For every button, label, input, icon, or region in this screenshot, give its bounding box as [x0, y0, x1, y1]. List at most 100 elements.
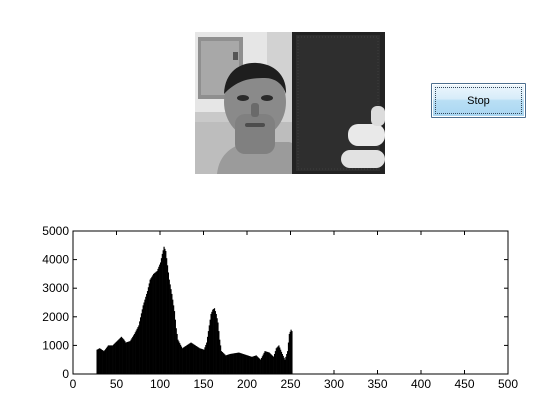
histogram-bar	[255, 355, 257, 374]
histogram-bar	[113, 344, 115, 374]
histogram-bar	[226, 355, 228, 374]
histogram-bar	[105, 348, 107, 374]
histogram-bar	[97, 349, 99, 374]
histogram-bar	[126, 342, 128, 374]
axes-frame	[72, 230, 509, 375]
histogram-bar	[165, 251, 167, 374]
histogram-bar	[236, 352, 238, 374]
histogram-bar	[190, 342, 192, 374]
histogram-bar	[174, 319, 176, 374]
histogram-bar	[169, 284, 171, 374]
histogram-bar	[197, 347, 199, 374]
histogram-bar	[199, 348, 201, 374]
histogram-bar	[156, 271, 158, 374]
histogram-bar	[139, 321, 141, 374]
histogram-bar	[277, 346, 279, 374]
x-tick-label: 350	[367, 377, 387, 391]
histogram-bar	[210, 313, 212, 374]
histogram-bar	[244, 354, 246, 374]
histogram-bar	[166, 258, 168, 374]
histogram-bar	[245, 354, 247, 374]
histogram-bar	[231, 353, 233, 374]
histogram-bar	[272, 355, 274, 374]
histogram-bar	[265, 351, 267, 374]
histogram-bar	[213, 308, 216, 374]
histogram-bar	[110, 345, 112, 374]
histogram-bar	[276, 347, 278, 374]
histogram-bar	[194, 345, 196, 374]
histogram-bar	[153, 273, 156, 374]
histogram-bar	[266, 351, 268, 374]
histogram-bar	[119, 337, 122, 374]
histogram-bar	[217, 322, 219, 374]
histogram-bar	[144, 299, 146, 374]
histogram-bar	[153, 273, 155, 374]
histogram-bar	[191, 343, 193, 374]
histogram-bar	[239, 352, 241, 374]
histogram-bar	[152, 275, 154, 374]
histogram-bar	[224, 354, 226, 374]
histogram-bar	[99, 348, 102, 374]
histogram-bar	[288, 333, 290, 374]
histogram-bar	[280, 351, 283, 374]
histogram-bar	[168, 279, 170, 374]
histogram-bar	[242, 353, 244, 374]
histogram-bar	[267, 351, 269, 374]
histogram-bar	[287, 351, 289, 374]
histogram-bar	[173, 311, 176, 374]
histogram-bar	[142, 305, 144, 374]
y-tick-label: 5000	[42, 224, 69, 238]
histogram-bar	[104, 349, 106, 374]
histogram-bar	[198, 347, 200, 374]
histogram-bar	[291, 331, 293, 374]
histogram-bar	[233, 353, 236, 374]
histogram-bar	[250, 356, 252, 374]
histogram-bar	[251, 356, 253, 374]
histogram-bar	[192, 343, 194, 374]
histogram-bar	[211, 311, 213, 374]
histogram-bar	[99, 348, 101, 374]
histogram-bar	[145, 296, 147, 374]
histogram-bar	[203, 349, 205, 374]
histogram-bar	[209, 319, 211, 374]
histogram-bar	[202, 349, 204, 374]
histogram-bar	[285, 356, 287, 374]
histogram-bar	[132, 336, 134, 374]
histogram-bar	[248, 355, 250, 374]
histogram-bar	[282, 355, 284, 374]
histogram-bar	[284, 359, 286, 374]
histogram-bar	[126, 341, 129, 374]
histogram-bar	[125, 342, 127, 374]
histogram-bar	[286, 353, 288, 374]
histogram-bar	[267, 352, 270, 374]
histogram-bar	[201, 349, 203, 374]
histogram-bar	[119, 338, 121, 374]
histogram-bar	[128, 341, 130, 374]
histogram-bar	[233, 353, 235, 374]
x-tick-label: 0	[70, 377, 77, 391]
histogram-bar	[117, 340, 119, 374]
histogram-bar	[164, 248, 166, 374]
histogram-bar	[111, 345, 113, 374]
histogram-bar	[171, 293, 173, 374]
histogram-bar	[109, 345, 111, 374]
histogram-bar	[278, 345, 280, 374]
x-tick-label: 150	[193, 377, 213, 391]
histogram-bar	[160, 262, 162, 374]
y-tick-label: 4000	[42, 253, 69, 267]
histogram-bar	[219, 339, 221, 374]
histogram-bar	[221, 351, 223, 374]
histogram-bar	[193, 344, 196, 374]
histogram-bar	[96, 349, 98, 374]
histogram-bar	[232, 353, 234, 374]
histogram-bar	[167, 272, 169, 374]
y-tick-label: 2000	[42, 310, 69, 324]
histogram-bar	[123, 339, 125, 374]
histogram-bar	[175, 328, 177, 374]
x-tick-label: 400	[411, 377, 431, 391]
histogram-bar	[159, 264, 161, 374]
histogram-bar	[133, 333, 136, 374]
histogram-bar	[106, 346, 109, 374]
histogram-bar	[172, 299, 174, 374]
histogram-bar	[270, 354, 272, 374]
